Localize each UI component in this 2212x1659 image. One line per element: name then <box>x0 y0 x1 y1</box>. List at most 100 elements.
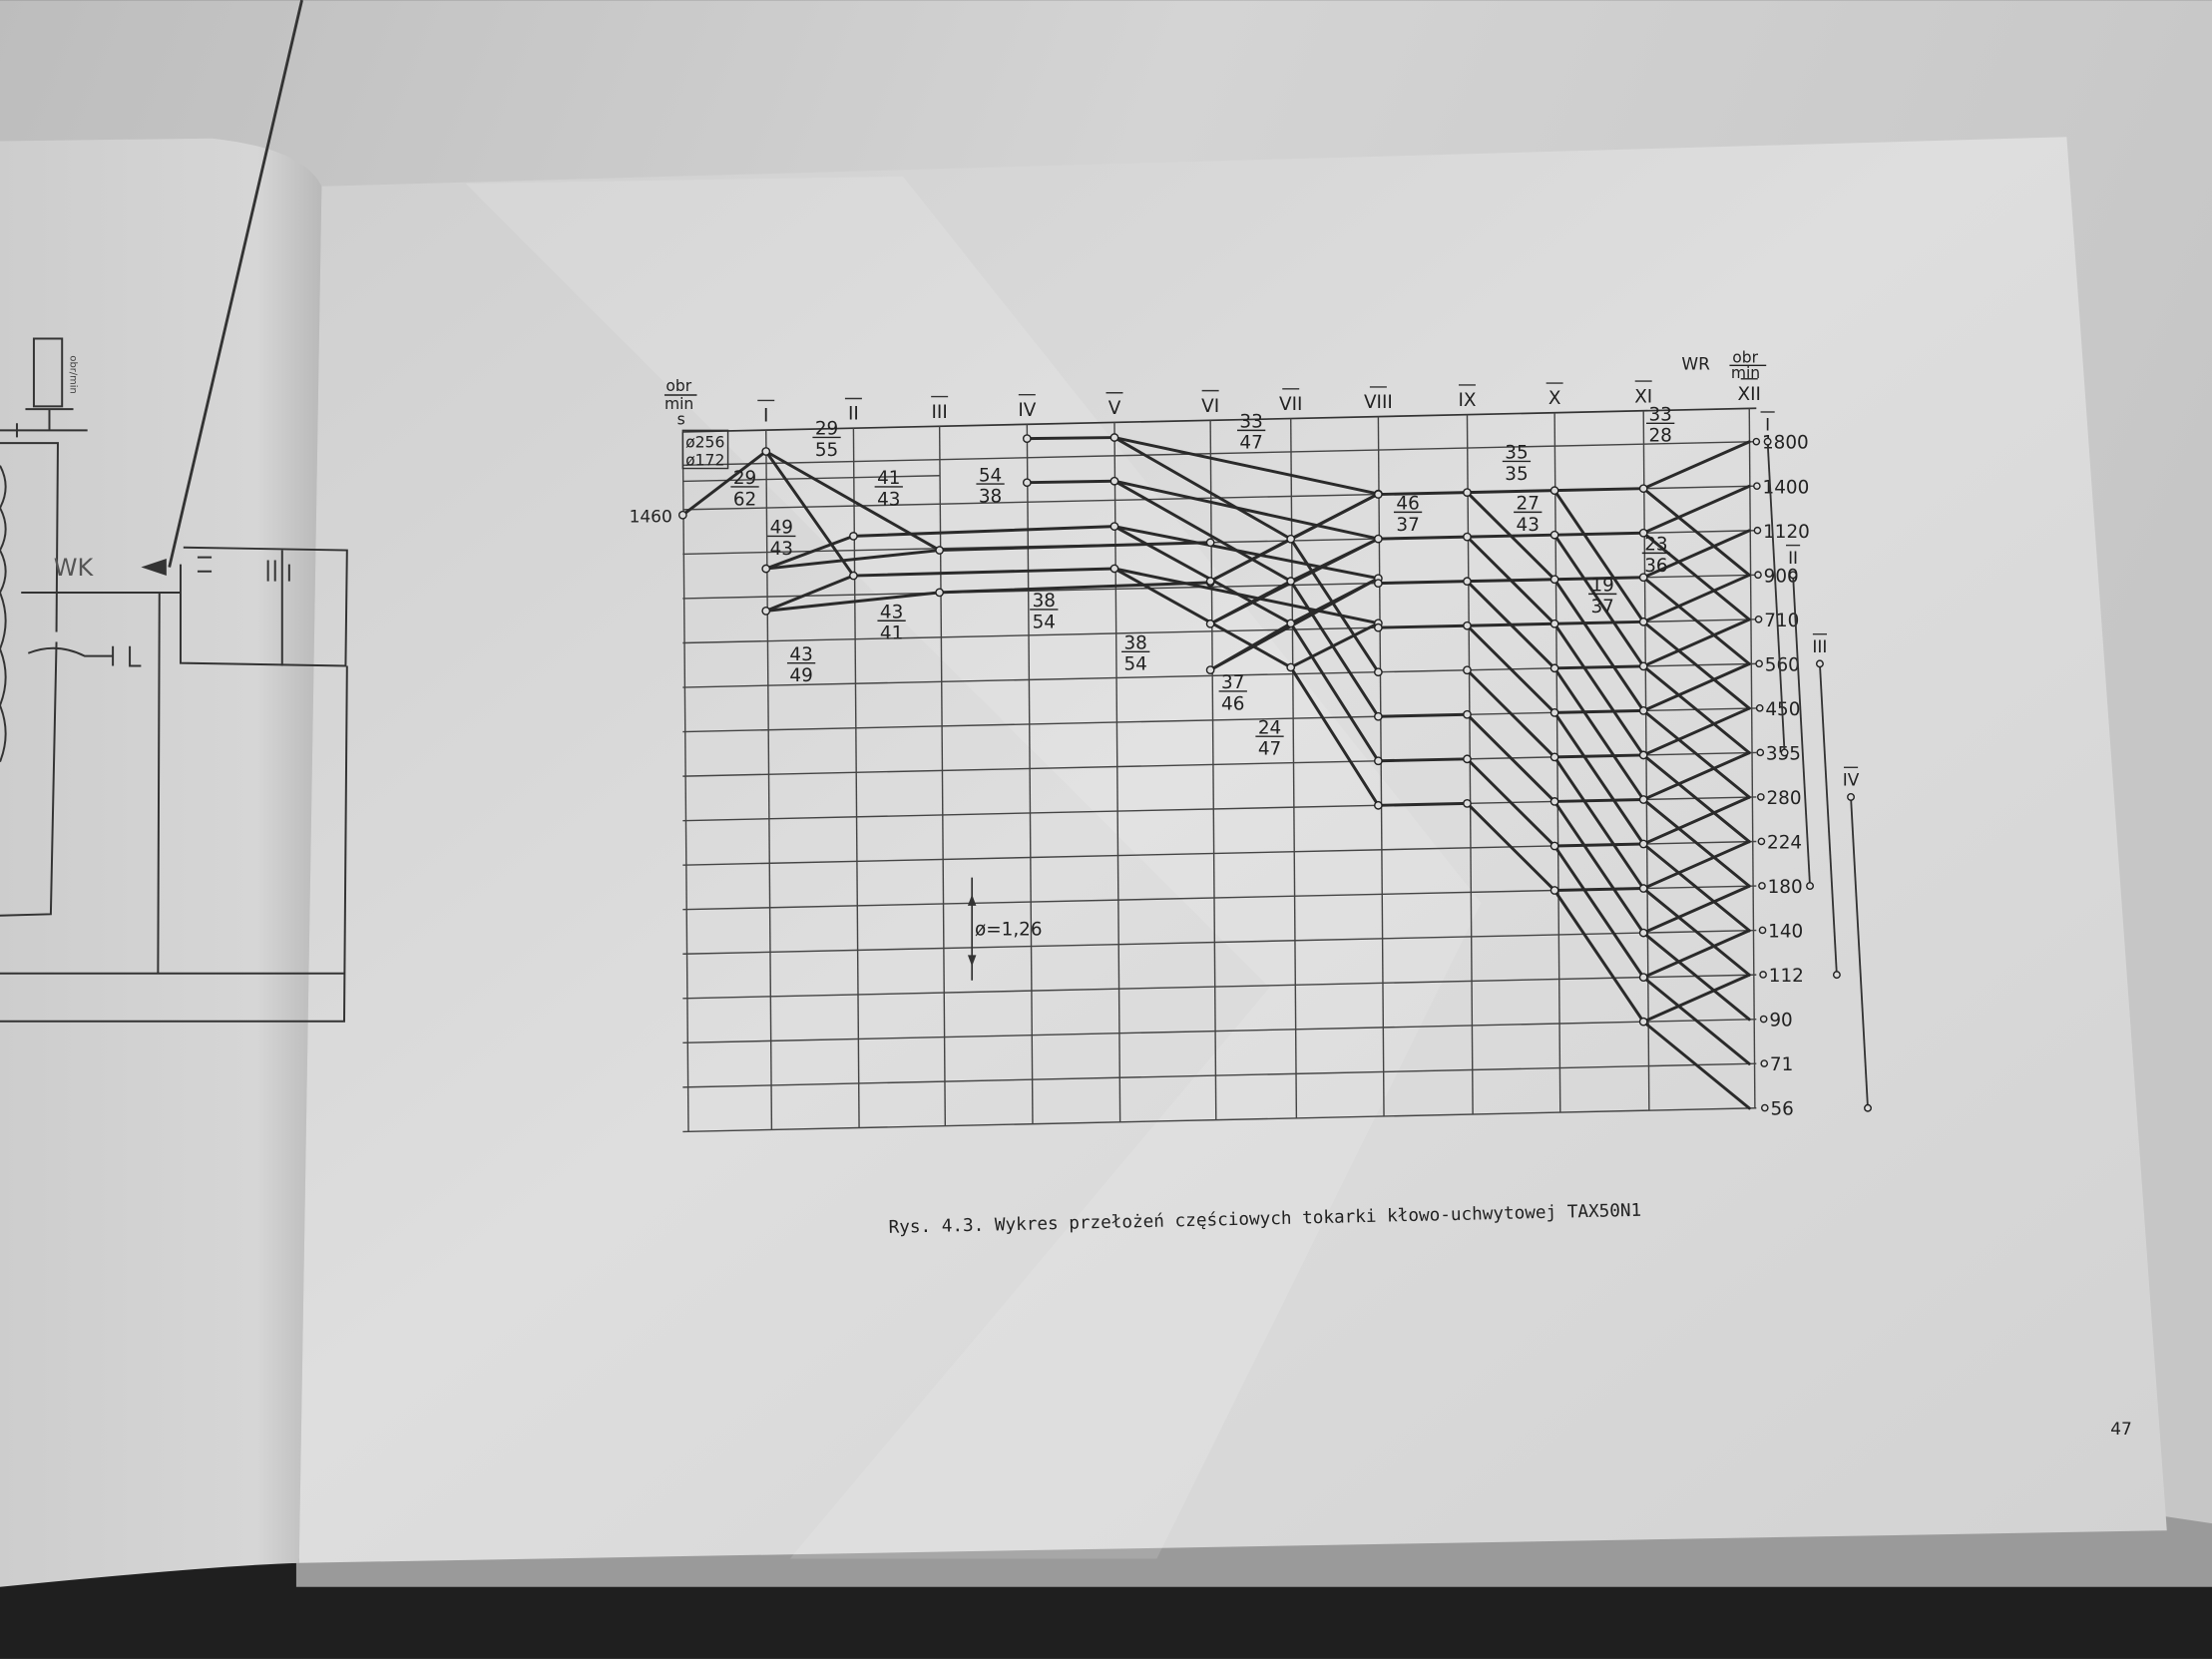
gear-transmission-line <box>1465 622 1556 627</box>
gear-ratio-denominator: 36 <box>1644 556 1667 577</box>
wk-label: WK <box>54 554 95 582</box>
shaft-speed-node <box>1549 575 1559 585</box>
unit-left-bottom: min <box>664 395 693 413</box>
shaft-label: IX <box>1458 390 1476 411</box>
output-speed-label: 280 <box>1766 788 1801 809</box>
gear-transmission-line <box>1112 479 1380 541</box>
output-node <box>1758 882 1766 890</box>
output-speed-label: 224 <box>1767 832 1802 853</box>
gear-transmission-line <box>1112 567 1293 669</box>
gear-ratio-denominator: 47 <box>1239 433 1262 454</box>
grid-row-line <box>682 974 1757 1000</box>
gear-transmission-line <box>1465 489 1556 495</box>
gear-ratio-numerator: 54 <box>979 465 1002 486</box>
gear-ratio-numerator: 23 <box>1644 535 1667 556</box>
speed-range-start <box>1789 571 1798 580</box>
grid-shaft-line <box>1113 422 1121 1122</box>
gear-transmission-line <box>1552 666 1645 801</box>
gear-transmission-line <box>1289 665 1380 807</box>
gear-transmission-line <box>1465 533 1556 539</box>
gear-transmission-line <box>1641 976 1751 1065</box>
ratio-step-label: ø=1,26 <box>975 920 1043 941</box>
shaft-speed-node <box>1549 797 1559 806</box>
speed-range-bar <box>1766 441 1786 753</box>
gear-transmission-line <box>1552 753 1645 759</box>
shaft-speed-node <box>1286 577 1296 586</box>
gear-transmission-line <box>1025 436 1116 441</box>
shaft-label: VII <box>1279 394 1302 415</box>
gear-transmission-line <box>1641 708 1751 799</box>
gear-ratio-denominator: 49 <box>789 665 812 686</box>
gear-ratio-denominator: 47 <box>1258 739 1281 760</box>
shaft-speed-node <box>1022 434 1032 443</box>
motor-speed-label: 1460 <box>630 506 672 526</box>
output-node <box>1760 1103 1769 1112</box>
wk-arrow-head-icon <box>141 559 167 576</box>
grid-row-line <box>682 440 1757 467</box>
gear-ratio-numerator: 46 <box>1396 494 1419 515</box>
gear-ratio-denominator: 37 <box>1396 515 1419 536</box>
speed-range-bar <box>1792 575 1811 887</box>
gear-transmission-line <box>1641 529 1751 580</box>
gear-transmission-line <box>1025 479 1116 485</box>
gear-transmission-line <box>764 591 942 613</box>
shaft-speed-node <box>1374 711 1383 721</box>
output-speed-label: 180 <box>1768 877 1803 898</box>
page-number: 47 <box>2110 1419 2132 1439</box>
pulley-d2: ø172 <box>685 452 724 470</box>
output-node <box>1754 571 1762 580</box>
speed-range-label: III <box>1812 636 1827 656</box>
shaft-speed-node <box>1549 663 1559 673</box>
unit-right-top: obr <box>1732 348 1758 366</box>
gear-transmission-line <box>1552 622 1645 757</box>
gear-transmission-line <box>1641 618 1751 668</box>
speed-range-end <box>1806 882 1814 891</box>
gear-ratio-numerator: 43 <box>880 602 903 622</box>
shaft-speed-node <box>1205 538 1215 548</box>
unit-right-bottom: min <box>1731 364 1760 382</box>
shaft-speed-node <box>677 510 687 520</box>
gear-transmission-line <box>1552 844 1645 980</box>
output-node <box>1753 526 1762 535</box>
output-speed-label: 560 <box>1765 654 1800 675</box>
gear-transmission-line <box>1641 576 1751 666</box>
shaft-speed-node <box>761 564 771 574</box>
gear-transmission-line <box>1641 487 1751 577</box>
shaft-speed-node <box>1463 798 1472 808</box>
output-speed-label: 56 <box>1770 1099 1793 1120</box>
gear-transmission-line <box>1641 484 1751 535</box>
shaft-speed-node <box>1638 795 1648 804</box>
gear-ratio-numerator: 38 <box>1123 633 1146 654</box>
gear-ratio-numerator: 33 <box>1648 404 1671 425</box>
output-speed-label: 71 <box>1770 1054 1793 1075</box>
output-node <box>1755 704 1764 712</box>
grid-shaft-line <box>1377 416 1385 1116</box>
shaft-speed-node <box>1638 661 1648 671</box>
gear-transmission-line <box>1112 436 1380 496</box>
shaft-speed-node <box>849 532 858 541</box>
gear-ratio-denominator: 46 <box>1221 693 1244 714</box>
shaft-speed-node <box>1374 622 1383 632</box>
gear-transmission-line <box>1465 668 1556 759</box>
shaft-label: III <box>932 402 948 423</box>
shaft-speed-node <box>1549 752 1559 762</box>
left-page <box>0 138 322 1587</box>
gear-ratio-denominator: 38 <box>979 486 1002 507</box>
output-node <box>1752 437 1761 446</box>
shaft-speed-node <box>1374 579 1383 589</box>
speed-range-label: II <box>1788 548 1798 568</box>
gear-transmission-line <box>1641 929 1751 980</box>
gear-ratio-denominator: 54 <box>1123 654 1146 675</box>
shaft-speed-node <box>1549 619 1559 628</box>
gear-transmission-line <box>1289 622 1380 763</box>
gear-transmission-line <box>1376 535 1469 541</box>
shaft-speed-node <box>761 606 771 616</box>
gear-transmission-line <box>1289 537 1380 674</box>
shaft-speed-node <box>935 546 945 555</box>
shaft-speed-node <box>1463 754 1472 764</box>
gear-transmission-line <box>1641 884 1751 935</box>
output-speed-label: 710 <box>1764 611 1799 631</box>
gear-transmission-line <box>1465 757 1556 848</box>
gear-ratio-denominator: 55 <box>815 440 838 461</box>
